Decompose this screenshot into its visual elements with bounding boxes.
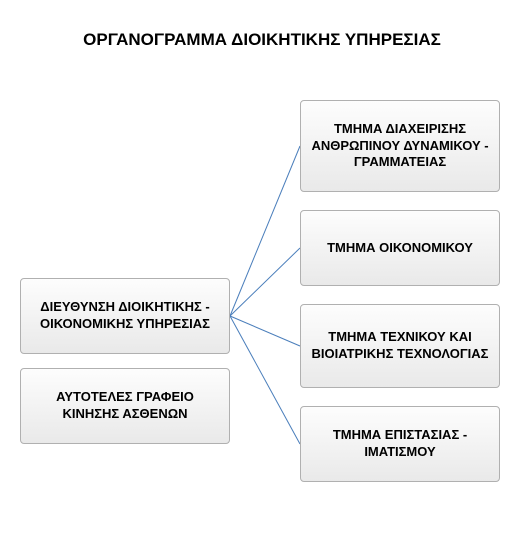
node-dept-finance: ΤΜΗΜΑ ΟΙΚΟΝΟΜΙΚΟΥ	[300, 210, 500, 286]
node-dept-hr: ΤΜΗΜΑ ΔΙΑΧΕΙΡΙΣΗΣ ΑΝΘΡΩΠΙΝΟΥ ΔΥΝΑΜΙΚΟΥ -…	[300, 100, 500, 192]
diagram-title: ΟΡΓΑΝΟΓΡΑΜΜΑ ΔΙΟΙΚΗΤΙΚΗΣ ΥΠΗΡΕΣΙΑΣ	[0, 30, 524, 50]
node-independent-office: ΑΥΤΟΤΕΛΕΣ ΓΡΑΦΕΙΟ ΚΙΝΗΣΗΣ ΑΣΘΕΝΩΝ	[20, 368, 230, 444]
node-root: ΔΙΕΥΘΥΝΣΗ ΔΙΟΙΚΗΤΙΚΗΣ - ΟΙΚΟΝΟΜΙΚΗΣ ΥΠΗΡ…	[20, 278, 230, 354]
node-dept-technical: ΤΜΗΜΑ ΤΕΧΝΙΚΟΥ ΚΑΙ ΒΙΟΙΑΤΡΙΚΗΣ ΤΕΧΝΟΛΟΓΙ…	[300, 304, 500, 388]
node-dept-supervision: ΤΜΗΜΑ ΕΠΙΣΤΑΣΙΑΣ - ΙΜΑΤΙΣΜΟΥ	[300, 406, 500, 482]
